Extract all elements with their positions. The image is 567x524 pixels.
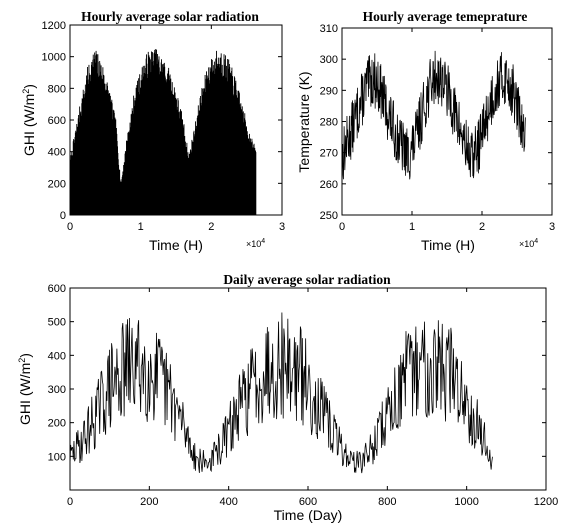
chart-2-xtick-label-1: 1 bbox=[409, 221, 415, 233]
chart-2-ytick-label-6: 310 bbox=[320, 23, 338, 35]
chart-1-plot-area bbox=[69, 49, 257, 215]
chart-2-ytick-label-2: 270 bbox=[320, 148, 338, 160]
chart-3-ylabel-sup: 2 bbox=[17, 358, 27, 363]
chart-2-xtick-label-0: 0 bbox=[339, 221, 345, 233]
chart-1-ytick-label-2: 400 bbox=[48, 147, 66, 159]
chart-2-x-multiplier-base: ×10 bbox=[519, 239, 534, 249]
chart-1-xlabel: Time (H) bbox=[149, 237, 203, 253]
chart-3-ytick-label-3: 400 bbox=[48, 350, 66, 362]
chart-3-xtick-label-5: 1000 bbox=[454, 496, 478, 508]
chart-1-ytick-label-1: 200 bbox=[48, 178, 66, 190]
chart-2-xtick-label-2: 2 bbox=[479, 221, 485, 233]
chart-3-xtick-label-0: 0 bbox=[67, 496, 73, 508]
chart-3-xtick-label-1: 200 bbox=[140, 496, 158, 508]
chart-3-xtick-label-4: 800 bbox=[378, 496, 396, 508]
chart-1-ylabel-close: ) bbox=[21, 84, 37, 89]
chart-1-ytick-label-4: 800 bbox=[48, 83, 66, 95]
chart-3-ylabel-main: GHI (W/m bbox=[17, 363, 33, 425]
chart-1-xtick-label-2: 2 bbox=[208, 221, 214, 233]
chart-3-xtick-label-2: 400 bbox=[219, 496, 237, 508]
chart-daily-solar: Daily average solar radiation 0 200 400 600… bbox=[17, 272, 558, 523]
chart-3-ytick-label-4: 500 bbox=[48, 317, 66, 329]
chart-1-title: Hourly average solar radiation bbox=[81, 9, 259, 24]
chart-3-ylabel: GHI (W/m2) bbox=[17, 353, 33, 425]
chart-2-title: Hourly average temeprature bbox=[363, 9, 528, 24]
chart-2-ytick-label-5: 300 bbox=[320, 54, 338, 66]
series-3-1-line bbox=[69, 312, 493, 474]
chart-3-xtick-label-6: 1200 bbox=[534, 496, 558, 508]
series-1-1-line bbox=[69, 49, 257, 215]
chart-1-x-multiplier: ×104 bbox=[246, 238, 265, 249]
chart-1-ytick-label-6: 1200 bbox=[42, 20, 66, 32]
chart-1-ylabel-sup: 2 bbox=[21, 89, 31, 94]
chart-1-xtick-label-0: 0 bbox=[67, 221, 73, 233]
chart-2-ytick-label-0: 250 bbox=[320, 210, 338, 222]
chart-2-ticks: 0 1 2 3 250 260 270 280 290 300 310 bbox=[320, 23, 555, 233]
chart-2-x-multiplier: ×104 bbox=[519, 238, 538, 249]
chart-3-ytick-label-5: 600 bbox=[48, 283, 66, 295]
chart-2-x-multiplier-exp: 4 bbox=[534, 238, 538, 245]
chart-2-xtick-label-3: 3 bbox=[549, 221, 555, 233]
chart-1-xtick-label-3: 3 bbox=[279, 221, 285, 233]
chart-hourly-solar: Hourly average solar radiation 0 1 2 3 0 200 4… bbox=[21, 9, 285, 253]
chart-3-ytick-label-0: 100 bbox=[48, 451, 66, 463]
chart-3-xlabel: Time (Day) bbox=[274, 507, 343, 523]
chart-2-ytick-label-4: 290 bbox=[320, 85, 338, 97]
chart-1-ylabel-main: GHI (W/m bbox=[21, 94, 37, 156]
chart-2-axes-box bbox=[341, 27, 553, 216]
chart-1-xtick-label-1: 1 bbox=[138, 221, 144, 233]
chart-3-ticks: 0 200 400 600 800 1000 1200 100 200 300 400 500 600 bbox=[48, 283, 559, 508]
chart-2-xlabel: Time (H) bbox=[421, 237, 475, 253]
chart-3-xtick-label-3: 600 bbox=[299, 496, 317, 508]
chart-1-ytick-label-0: 0 bbox=[60, 210, 66, 222]
chart-1-ticks: 0 1 2 3 0 200 400 600 800 1000 1200 bbox=[42, 20, 286, 233]
chart-1-x-multiplier-base: ×10 bbox=[246, 239, 261, 249]
chart-hourly-temperature: Hourly average temeprature 0 1 2 3 250 260 270… bbox=[296, 9, 555, 253]
chart-3-ylabel-close: ) bbox=[17, 353, 33, 358]
chart-2-ytick-label-3: 280 bbox=[320, 117, 338, 129]
chart-3-title: Daily average solar radiation bbox=[223, 272, 391, 287]
series-2-1-line bbox=[341, 50, 526, 180]
chart-2-ytick-label-1: 260 bbox=[320, 179, 338, 191]
chart-1-ytick-label-5: 1000 bbox=[42, 52, 66, 64]
chart-1-x-multiplier-exp: 4 bbox=[261, 238, 265, 245]
chart-2-plot-area bbox=[341, 50, 526, 180]
chart-3-plot-area bbox=[69, 312, 493, 474]
chart-1-ytick-label-3: 600 bbox=[48, 115, 66, 127]
chart-3-ytick-label-1: 200 bbox=[48, 418, 66, 430]
chart-3-ytick-label-2: 300 bbox=[48, 384, 66, 396]
chart-1-ylabel: GHI (W/m2) bbox=[21, 84, 37, 156]
chart-2-ylabel: Temperature (K) bbox=[296, 71, 312, 172]
